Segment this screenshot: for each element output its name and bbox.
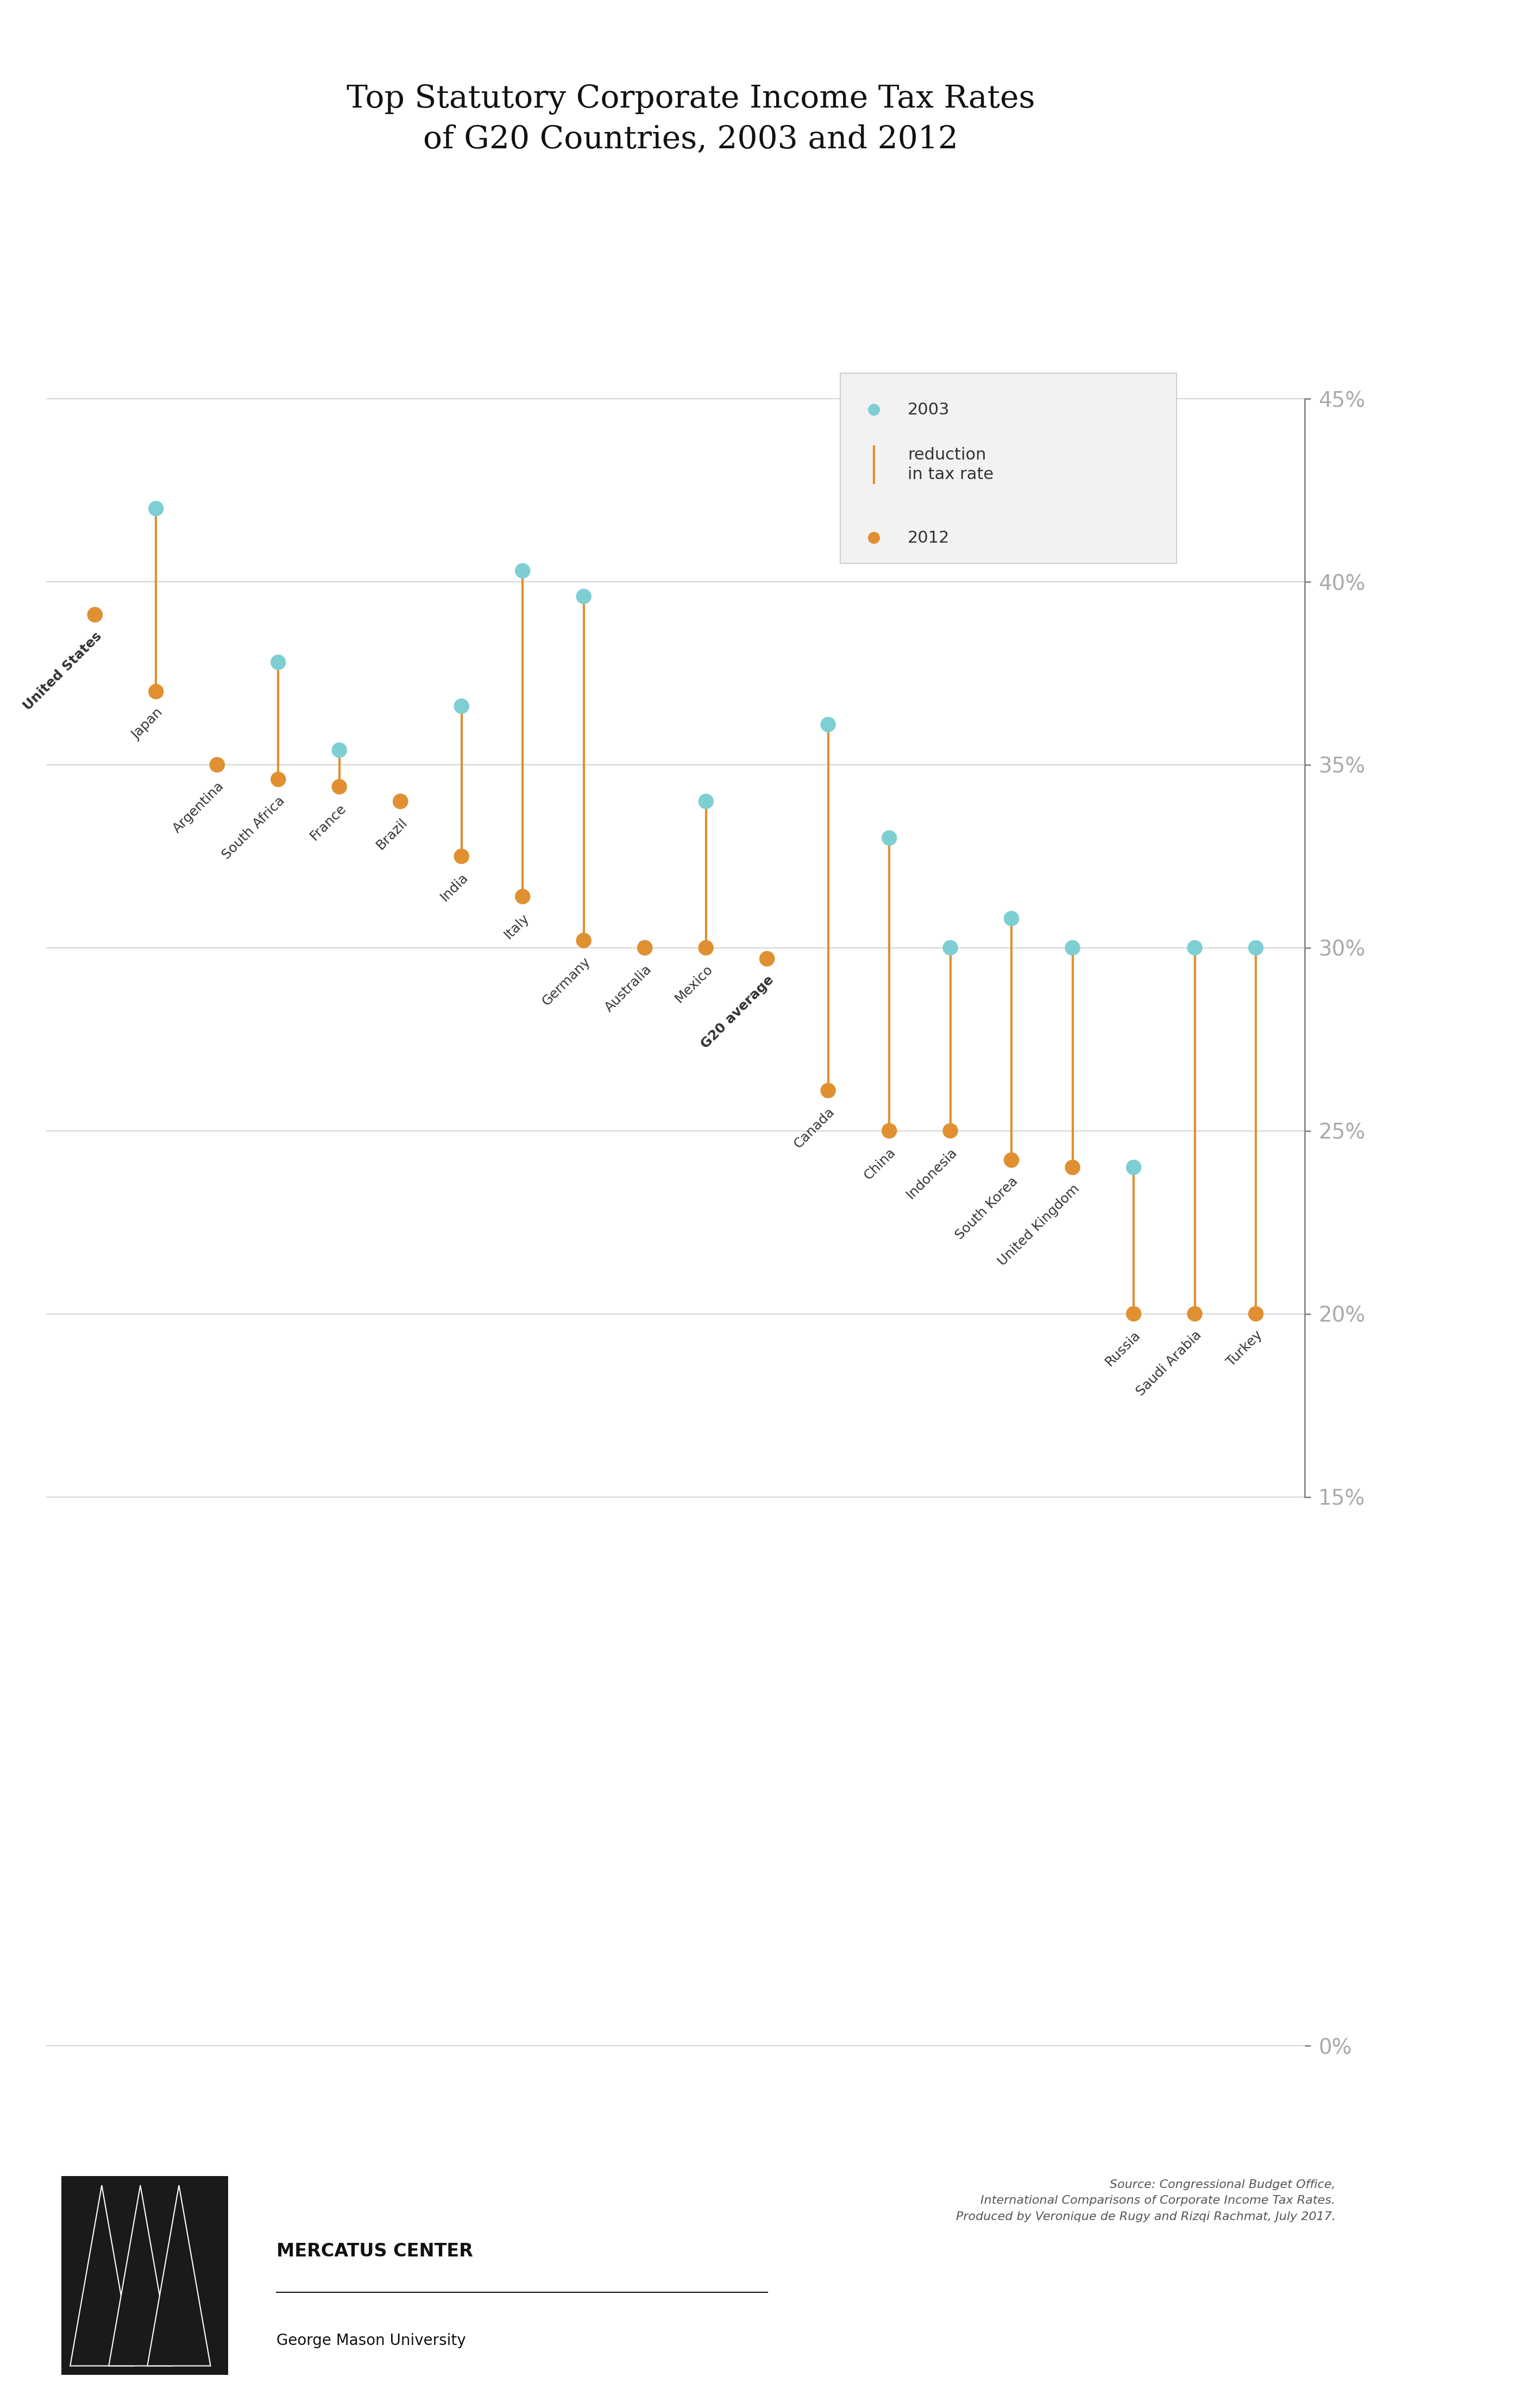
Text: Brazil: Brazil <box>373 816 410 852</box>
Point <box>571 578 596 616</box>
Text: George Mason University: George Mason University <box>276 2333 465 2348</box>
Point <box>510 877 534 915</box>
Text: Argentina: Argentina <box>170 780 226 836</box>
Point <box>1122 1149 1147 1187</box>
Text: reduction
in tax rate: reduction in tax rate <box>907 448 993 482</box>
FancyBboxPatch shape <box>840 373 1176 563</box>
Point <box>817 706 841 744</box>
Point <box>876 1112 901 1151</box>
Point <box>204 746 229 785</box>
Text: Turkey: Turkey <box>1225 1329 1265 1370</box>
Text: Mexico: Mexico <box>672 963 715 1004</box>
Text: Saudi Arabia: Saudi Arabia <box>1134 1329 1203 1399</box>
Point <box>450 838 474 877</box>
Point <box>144 489 169 527</box>
Text: Top Statutory Corporate Income Tax Rates
of G20 Countries, 2003 and 2012: Top Statutory Corporate Income Tax Rates… <box>347 84 1035 154</box>
Text: United Kingdom: United Kingdom <box>995 1182 1082 1269</box>
Text: G20 average: G20 average <box>698 973 777 1052</box>
Point <box>694 783 718 821</box>
Point <box>1182 1296 1207 1334</box>
Point <box>388 783 413 821</box>
Text: MERCATUS CENTER: MERCATUS CENTER <box>276 2242 473 2261</box>
Point <box>1182 929 1207 968</box>
Point <box>876 819 901 857</box>
Point <box>1122 1296 1147 1334</box>
Text: South Africa: South Africa <box>220 795 287 862</box>
Point <box>1061 929 1085 968</box>
Text: 2012: 2012 <box>907 530 950 547</box>
Point <box>83 595 107 633</box>
Point <box>755 939 780 978</box>
Text: India: India <box>437 872 471 903</box>
Text: France: France <box>307 802 348 843</box>
Point <box>1061 1149 1085 1187</box>
Text: 2003: 2003 <box>907 402 950 417</box>
Point <box>1243 929 1268 968</box>
Point <box>450 686 474 725</box>
Text: Germany: Germany <box>540 956 593 1009</box>
Polygon shape <box>71 2186 134 2365</box>
Point <box>632 929 657 968</box>
Text: Japan: Japan <box>129 706 166 742</box>
Point <box>938 1112 962 1151</box>
Point <box>327 768 352 807</box>
Point <box>755 939 780 978</box>
Point <box>632 929 657 968</box>
Point <box>817 1072 841 1110</box>
Text: Australia: Australia <box>602 963 654 1014</box>
Text: Canada: Canada <box>792 1105 838 1151</box>
Point <box>266 761 290 799</box>
Point <box>999 898 1024 937</box>
Point <box>83 595 107 633</box>
Text: South Korea: South Korea <box>953 1175 1021 1243</box>
Polygon shape <box>147 2186 210 2365</box>
Text: United States: United States <box>21 628 104 713</box>
Point <box>938 929 962 968</box>
Point <box>694 929 718 968</box>
Point <box>266 643 290 681</box>
Text: Italy: Italy <box>502 910 531 942</box>
Text: Indonesia: Indonesia <box>904 1146 959 1202</box>
Point <box>1243 1296 1268 1334</box>
Point <box>861 390 886 429</box>
Text: China: China <box>861 1146 898 1182</box>
Polygon shape <box>109 2186 172 2365</box>
Point <box>861 518 886 556</box>
Point <box>510 551 534 590</box>
Point <box>999 1141 1024 1180</box>
Point <box>388 783 413 821</box>
Text: Source: Congressional Budget Office,
International Comparisons of Corporate Inco: Source: Congressional Budget Office, Int… <box>956 2179 1335 2223</box>
Point <box>204 746 229 785</box>
Point <box>144 672 169 710</box>
Point <box>327 732 352 771</box>
Point <box>571 922 596 961</box>
Text: Russia: Russia <box>1102 1329 1144 1368</box>
